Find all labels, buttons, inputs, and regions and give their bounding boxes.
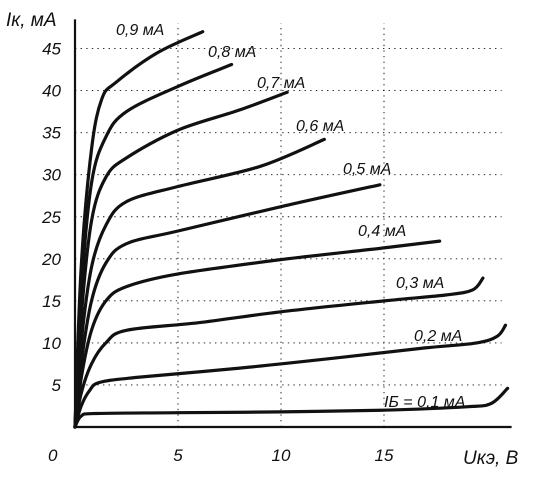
x-axis-label: Uкэ, В bbox=[463, 448, 519, 469]
series-label-9: 0,9 мА bbox=[116, 22, 164, 39]
y-tick-label-15: 15 bbox=[42, 292, 61, 311]
y-tick-label-35: 35 bbox=[42, 124, 61, 143]
y-tick-label-30: 30 bbox=[42, 166, 61, 185]
y-tick-label-40: 40 bbox=[42, 82, 61, 101]
series-label-5: 0,5 мА bbox=[343, 161, 391, 178]
y-tick-label-25: 25 bbox=[41, 208, 61, 227]
series-curve-5 bbox=[73, 183, 382, 429]
series-curve-1 bbox=[73, 386, 510, 429]
series-label-6: 0,6 мА bbox=[296, 118, 344, 135]
y-tick-label-20: 20 bbox=[41, 250, 61, 269]
series-curve-4 bbox=[73, 239, 442, 429]
origin-label: 0 bbox=[48, 446, 58, 465]
series-curves bbox=[73, 30, 510, 429]
axes bbox=[73, 19, 512, 429]
series-label-7: 0,7 мА bbox=[257, 75, 305, 92]
series-curve-9 bbox=[73, 30, 205, 429]
y-tick-label-45: 45 bbox=[42, 40, 61, 59]
series-label-8: 0,8 мА bbox=[208, 44, 256, 61]
series-label-3: 0,3 мА bbox=[396, 275, 444, 292]
x-tick-label-5: 5 bbox=[173, 446, 183, 465]
y-axis-label: Iк, мА bbox=[6, 10, 57, 31]
y-tick-label-10: 10 bbox=[42, 334, 61, 353]
series-label-2: 0,2 мА bbox=[414, 328, 462, 345]
tick-labels: 5 10 15 5 10 15 20 25 30 35 40 45 bbox=[41, 40, 394, 465]
series-curve-3 bbox=[73, 276, 485, 429]
series-labels: IБ = 0,1 мА 0,2 мА 0,3 мА 0,4 мА 0,5 мА 0,6 м… bbox=[116, 22, 465, 411]
series-label-4: 0,4 мА bbox=[358, 223, 406, 240]
series-curve-6 bbox=[73, 137, 326, 429]
series-curve-2 bbox=[73, 323, 508, 429]
x-tick-label-15: 15 bbox=[375, 446, 394, 465]
y-tick-label-5: 5 bbox=[52, 376, 62, 395]
x-tick-label-10: 10 bbox=[272, 446, 291, 465]
series-label-1: IБ = 0,1 мА bbox=[384, 394, 465, 411]
